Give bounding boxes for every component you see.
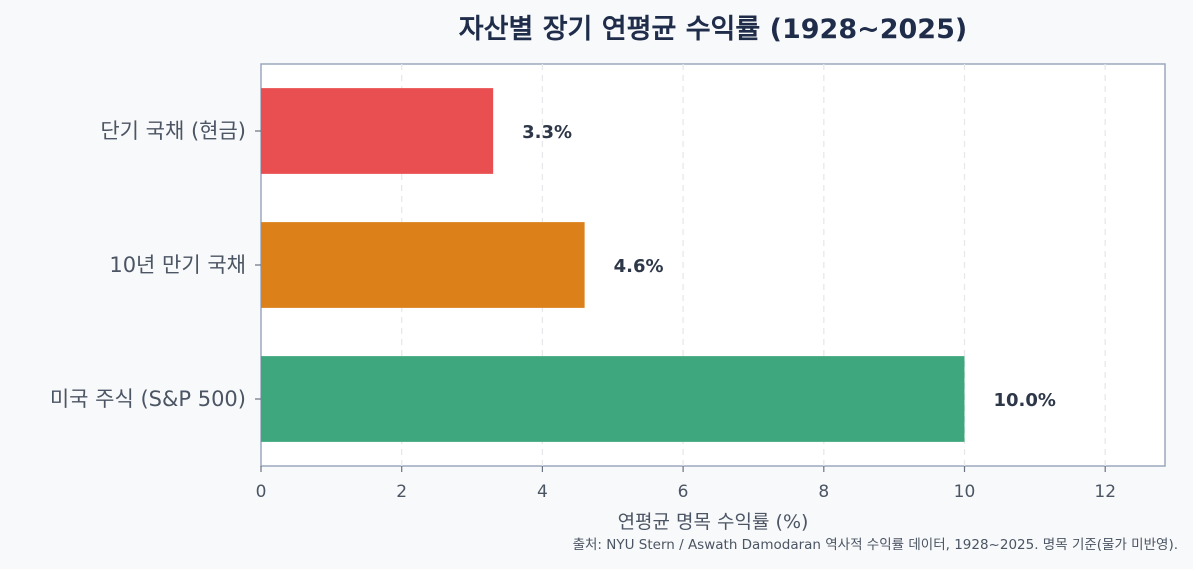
chart-title: 자산별 장기 연평균 수익률 (1928~2025) [459, 14, 967, 45]
value-labels: 10.0% 4.6% 3.3% [522, 122, 1056, 411]
category-label: 10년 만기 국채 [109, 253, 246, 277]
source-note: 출처: NYU Stern / Aswath Damodaran 역사적 수익률… [573, 537, 1178, 553]
bar [261, 88, 494, 174]
bar [261, 222, 585, 308]
category-labels: 미국 주식 (S&P 500) 10년 만기 국채 단기 국채 (현금) [50, 119, 261, 411]
x-tick-label: 6 [678, 482, 689, 502]
x-tick-label: 2 [396, 482, 407, 502]
value-label: 4.6% [614, 256, 664, 277]
x-tick-label: 10 [954, 482, 976, 502]
x-ticks: 0 2 4 6 8 10 12 [256, 466, 1116, 502]
x-axis-label: 연평균 명목 수익률 (%) [618, 511, 809, 533]
x-tick-label: 4 [537, 482, 548, 502]
x-tick-label: 8 [818, 482, 829, 502]
category-label: 단기 국채 (현금) [100, 119, 246, 143]
value-label: 10.0% [994, 390, 1056, 411]
x-tick-label: 12 [1094, 482, 1116, 502]
bars [261, 88, 965, 442]
x-tick-label: 0 [256, 482, 267, 502]
category-label: 미국 주식 (S&P 500) [50, 387, 246, 411]
value-label: 3.3% [522, 122, 572, 143]
bar [261, 356, 965, 442]
